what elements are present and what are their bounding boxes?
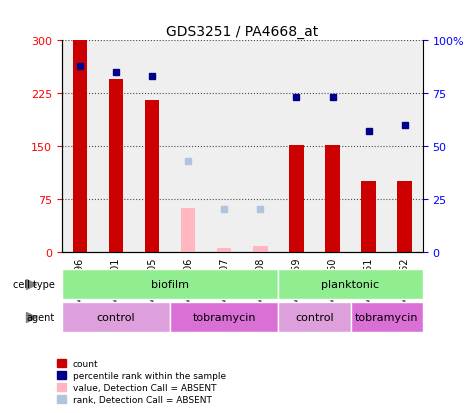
- Title: GDS3251 / PA4668_at: GDS3251 / PA4668_at: [166, 25, 318, 39]
- Bar: [62, 270, 278, 299]
- Text: planktonic: planktonic: [322, 280, 380, 290]
- Bar: [181, 209, 195, 252]
- Text: agent: agent: [26, 313, 55, 323]
- Legend: count, percentile rank within the sample, value, Detection Call = ABSENT, rank, : count, percentile rank within the sample…: [52, 355, 230, 408]
- Bar: [398, 182, 412, 252]
- Bar: [351, 303, 423, 332]
- Bar: [170, 303, 278, 332]
- Bar: [278, 41, 314, 252]
- Bar: [62, 303, 170, 332]
- Bar: [62, 41, 98, 252]
- Bar: [170, 41, 206, 252]
- Bar: [314, 41, 351, 252]
- Text: tobramycin: tobramycin: [192, 313, 256, 323]
- Bar: [278, 270, 423, 299]
- Bar: [98, 41, 134, 252]
- Bar: [242, 41, 278, 252]
- Text: control: control: [96, 313, 135, 323]
- Bar: [253, 246, 267, 252]
- Bar: [289, 145, 304, 252]
- Bar: [325, 145, 340, 252]
- Bar: [109, 80, 123, 252]
- Bar: [387, 41, 423, 252]
- Text: biofilm: biofilm: [151, 280, 189, 290]
- Bar: [351, 41, 387, 252]
- Text: cell type: cell type: [13, 280, 55, 290]
- Bar: [217, 248, 231, 252]
- Bar: [145, 101, 159, 252]
- Bar: [134, 41, 170, 252]
- Bar: [206, 41, 242, 252]
- Text: control: control: [295, 313, 334, 323]
- Bar: [361, 182, 376, 252]
- Bar: [73, 41, 87, 252]
- Text: tobramycin: tobramycin: [355, 313, 418, 323]
- Bar: [278, 303, 351, 332]
